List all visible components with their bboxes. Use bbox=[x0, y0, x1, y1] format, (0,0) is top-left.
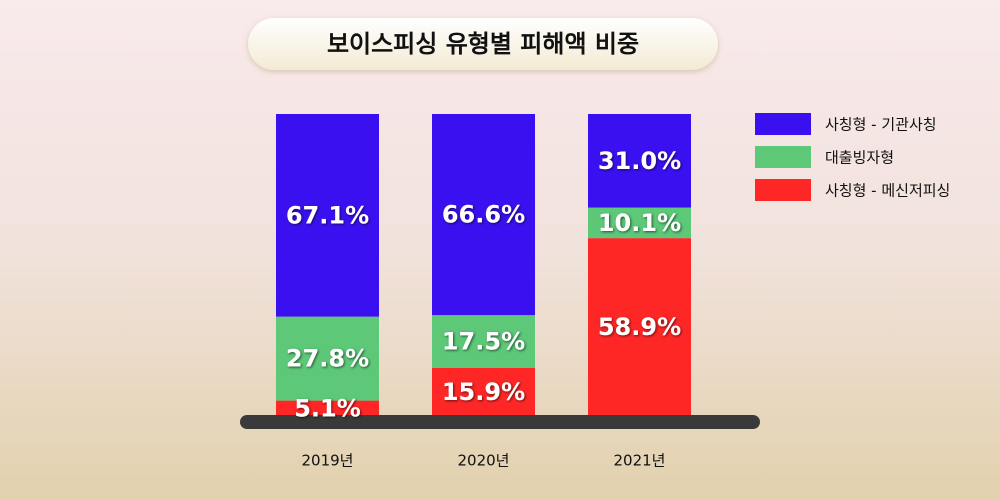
value-label: 58.9% bbox=[598, 313, 681, 341]
value-label: 17.5% bbox=[442, 328, 525, 356]
bar-segment bbox=[276, 114, 379, 317]
value-label: 66.6% bbox=[442, 201, 525, 229]
bar-segment bbox=[588, 207, 691, 239]
value-label: 10.1% bbox=[598, 209, 681, 237]
legend-label: 사칭형 - 메신저피싱 bbox=[825, 182, 950, 200]
legend-swatch bbox=[755, 146, 811, 168]
x-tick-label: 2019년 bbox=[302, 452, 354, 470]
value-label: 67.1% bbox=[286, 201, 369, 229]
value-label: 31.0% bbox=[598, 147, 681, 175]
base-shadow bbox=[240, 415, 760, 429]
x-tick-label: 2020년 bbox=[458, 452, 510, 470]
bar-segment bbox=[588, 238, 691, 416]
value-label: 27.8% bbox=[286, 345, 369, 373]
value-label: 15.9% bbox=[442, 378, 525, 406]
bar-segment bbox=[588, 114, 691, 208]
labels: 5.1% 27.8% 67.1% 2019년 15.9% 17.5% 66.6% 2020년 5… bbox=[286, 113, 950, 470]
chart-title: 보이스피싱 유형별 피해액 비중 bbox=[327, 30, 639, 58]
bar-segment bbox=[432, 367, 535, 416]
bar-segment bbox=[432, 114, 535, 316]
legend-label: 사칭형 - 기관사칭 bbox=[825, 116, 937, 134]
plot bbox=[276, 114, 691, 416]
legend-swatch bbox=[755, 113, 811, 135]
x-tick-label: 2021년 bbox=[614, 452, 666, 470]
value-label: 5.1% bbox=[294, 394, 361, 422]
bar-segment bbox=[432, 315, 535, 368]
legend-swatch bbox=[755, 179, 811, 201]
title-pill bbox=[248, 18, 718, 70]
bar-segment bbox=[276, 400, 379, 416]
bar-segment bbox=[276, 316, 379, 401]
legend-label: 대출빙자형 bbox=[825, 149, 894, 167]
